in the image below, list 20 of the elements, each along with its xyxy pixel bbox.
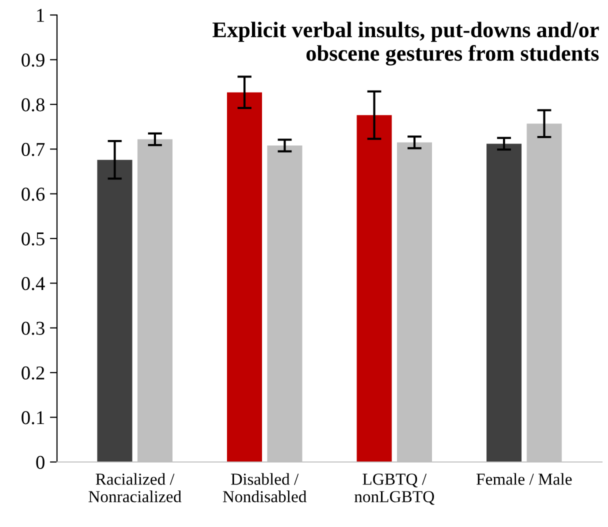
- x-tick-label: Disabled / Nondisabled: [222, 473, 307, 502]
- x-tick-label: LGBTQ / nonLGBTQ: [354, 474, 434, 505]
- y-tick-label: 0.2: [22, 366, 44, 380]
- y-tick-label: 0.6: [22, 188, 45, 201]
- bar: [486, 144, 522, 462]
- y-tick-label: 0.3: [22, 322, 44, 335]
- y-tick-label: 0: [36, 456, 44, 469]
- y-tick-label: 0.5: [22, 232, 44, 246]
- bar: [97, 160, 132, 462]
- y-tick-label: 0.4: [22, 277, 45, 290]
- y-tick-label: 0.9: [22, 54, 44, 67]
- text: Explicit verbal insults, put-downs and/or obscene gestures from students: [212, 22, 599, 66]
- y-tick-label: 1: [37, 8, 44, 22]
- y-tick-label: 0.7: [22, 142, 45, 156]
- y-tick-label: 0.8: [22, 98, 44, 112]
- x-tick-label: Racialized / Nonracialized: [88, 473, 182, 502]
- bar: [226, 92, 262, 462]
- y-tick-label: 0.1: [22, 411, 44, 424]
- bar: [356, 115, 392, 462]
- x-tick-label: Female / Male: [476, 473, 572, 485]
